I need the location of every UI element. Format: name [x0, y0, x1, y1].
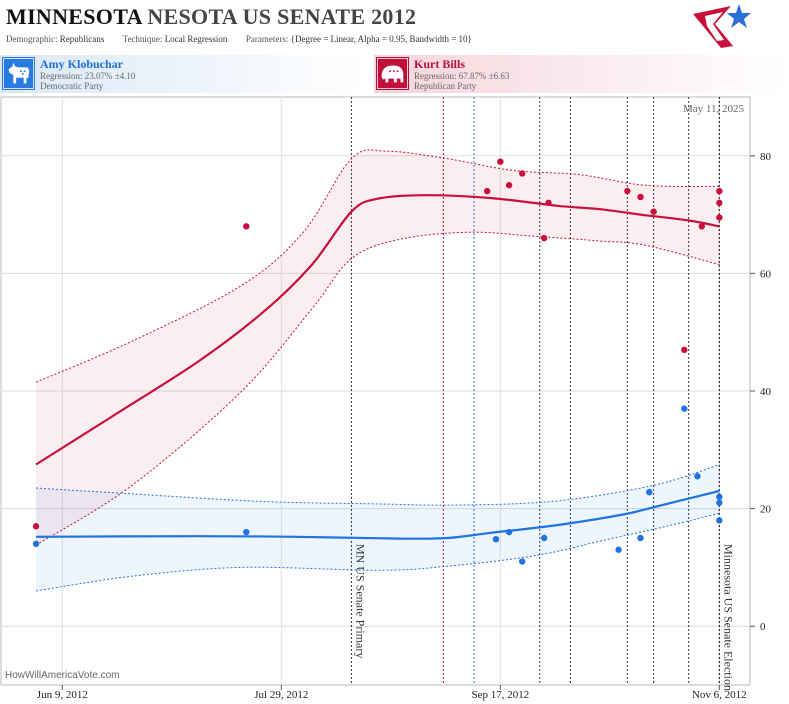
title-bar: MINNESOTA NESOTA US SENATE 2012 Demograp…: [0, 0, 789, 52]
rep-lower-bound: [35, 231, 720, 546]
dem-trend-line: [35, 489, 720, 540]
dem-poll-point: [646, 488, 653, 496]
rep-confidence-band: [36, 149, 720, 546]
rep-poll-point: [698, 223, 706, 230]
star-flag-logo-icon: [693, 4, 751, 48]
poll-points: [32, 158, 723, 565]
dem-poll-point: [492, 535, 500, 543]
dem-poll-point: [716, 499, 723, 506]
page-title: MINNESOTA NESOTA US SENATE 2012: [6, 4, 416, 30]
y-tick-label: 40: [760, 386, 772, 398]
y-tick-label: 0: [760, 621, 766, 633]
title-state: MINNESOTA: [6, 4, 142, 29]
rep-poll-point: [32, 523, 40, 530]
event-label: Minnesota US Senate Election: [721, 544, 735, 691]
rep-poll-point: [716, 214, 723, 221]
x-tick-label: Jul 29, 2012: [254, 689, 308, 701]
y-tick-label: 20: [760, 504, 772, 516]
axis-ticks: 0 20 40 60 80 Jun 9, 2012 Jul 29, 2012 Sep 17, …: [37, 151, 772, 701]
dem-confidence-band: [36, 464, 720, 591]
polling-chart: MN US Senate Primary Minnesota US Senate …: [0, 96, 772, 701]
parameters-label: Parameters:: [245, 34, 289, 44]
rep-poll-point: [545, 199, 552, 207]
grid-lines: [1, 97, 750, 685]
candidate-strip: Amy Klobuchar Regression: 23.07% ±4.10 D…: [0, 55, 789, 93]
donkey-icon: [2, 57, 35, 90]
dem-poll-point: [681, 405, 688, 412]
title-rest: NESOTA US SENATE 2012: [147, 4, 417, 29]
rep-poll-point: [716, 187, 723, 195]
technique-label: Technique:: [122, 34, 163, 44]
rep-poll-point: [681, 346, 688, 354]
dem-upper-bound: [35, 464, 720, 506]
dem-poll-point: [694, 473, 701, 480]
dem-poll-point: [637, 534, 644, 542]
dem-candidate-name: Amy Klobuchar: [40, 57, 124, 71]
dem-regression: Regression: 23.07% ±4.10: [40, 71, 136, 81]
dem-poll-point: [716, 517, 723, 524]
x-tick-label: Sep 17, 2012: [471, 689, 529, 701]
rep-poll-point: [716, 199, 723, 207]
x-tick-label: Nov 6, 2012: [692, 689, 747, 701]
demographic-label: Demographic:: [6, 34, 58, 44]
trend-lines: [35, 194, 720, 540]
technique-value: Local Regression: [164, 34, 228, 44]
rep-poll-point: [637, 193, 644, 201]
parameter-line: Demographic: Republicans Technique: Loca…: [6, 34, 472, 44]
rep-poll-point: [650, 208, 657, 215]
event-label: MN US Senate Primary: [353, 544, 367, 658]
rep-poll-point: [243, 223, 250, 230]
confidence-bands: [35, 149, 720, 592]
parameters-value: {Degree = Linear, Alpha = 0.95, Bandwidt…: [290, 34, 472, 44]
rep-poll-point: [505, 182, 513, 189]
demographic-value: Republicans: [59, 34, 105, 44]
chart-date: May 11, 2025: [683, 103, 745, 115]
rep-candidate-name: Kurt Bills: [414, 57, 466, 71]
dem-party: Democratic Party: [40, 81, 104, 91]
dem-poll-point: [540, 534, 548, 542]
rep-party: Republican Party: [414, 81, 477, 91]
candidate-republican: Kurt Bills Regression: 67.87% ±6.63 Repu…: [374, 55, 789, 93]
dem-poll-point: [32, 540, 40, 548]
candidate-democrat: Amy Klobuchar Regression: 23.07% ±4.10 D…: [0, 55, 372, 93]
rep-poll-point: [624, 187, 631, 195]
marker-lines: MN US Senate Primary Minnesota US Senate …: [350, 97, 735, 691]
source-label: HowWillAmericaVote.com: [5, 670, 119, 681]
dem-poll-point: [505, 528, 513, 536]
y-tick-label: 60: [760, 268, 772, 280]
rep-poll-point: [483, 187, 491, 195]
y-tick-label: 80: [760, 151, 772, 163]
elephant-icon: [376, 57, 409, 90]
dem-poll-point: [615, 546, 622, 553]
dem-poll-point: [243, 528, 250, 536]
dem-poll-point: [716, 493, 723, 501]
rep-poll-point: [540, 234, 548, 242]
rep-regression: Regression: 67.87% ±6.63: [414, 71, 510, 81]
rep-trend-line: [35, 194, 720, 466]
dem-poll-point: [519, 558, 526, 565]
rep-poll-point: [519, 170, 526, 177]
x-tick-label: Jun 9, 2012: [37, 689, 88, 701]
rep-poll-point: [497, 158, 504, 165]
